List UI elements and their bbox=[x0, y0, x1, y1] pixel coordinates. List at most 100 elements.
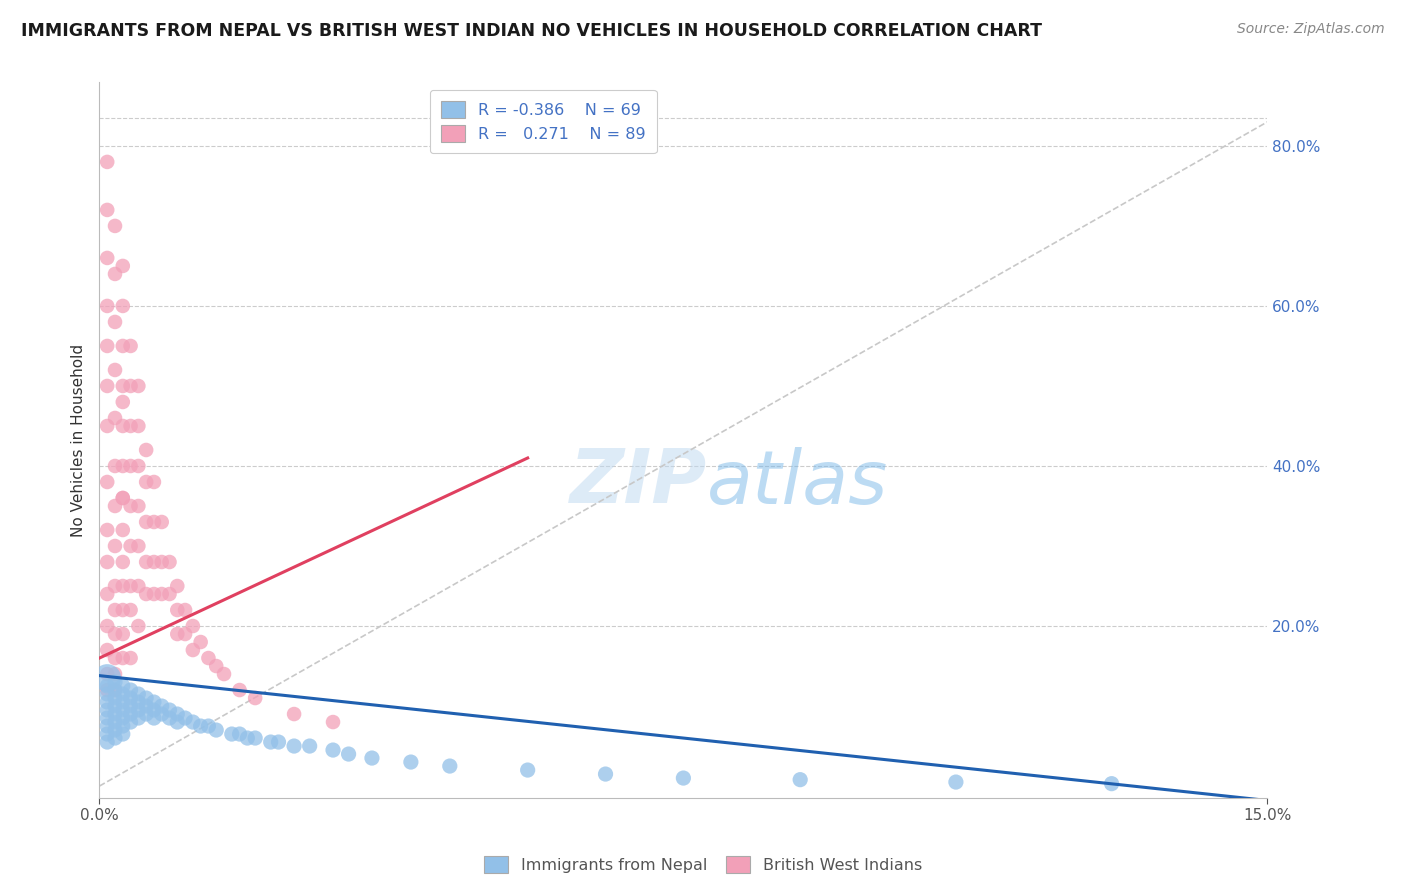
Point bbox=[111, 299, 134, 313]
Point bbox=[104, 667, 127, 681]
Point bbox=[205, 723, 228, 737]
Point bbox=[166, 627, 188, 641]
Point bbox=[111, 458, 134, 473]
Point bbox=[150, 699, 173, 714]
Point bbox=[104, 651, 127, 665]
Point bbox=[104, 683, 127, 698]
Point bbox=[166, 603, 188, 617]
Point bbox=[104, 706, 127, 721]
Point bbox=[96, 727, 118, 741]
Point bbox=[174, 627, 197, 641]
Point bbox=[135, 442, 157, 457]
Point bbox=[260, 735, 283, 749]
Point bbox=[159, 703, 181, 717]
Point bbox=[166, 706, 188, 721]
Point bbox=[322, 714, 344, 729]
Point bbox=[120, 603, 142, 617]
Point bbox=[104, 699, 127, 714]
Point bbox=[135, 475, 157, 489]
Point bbox=[104, 315, 127, 329]
Point bbox=[104, 603, 127, 617]
Point bbox=[111, 395, 134, 409]
Point bbox=[228, 683, 250, 698]
Point bbox=[120, 499, 142, 513]
Point bbox=[96, 299, 118, 313]
Point bbox=[104, 499, 127, 513]
Point bbox=[135, 587, 157, 601]
Point bbox=[96, 735, 118, 749]
Text: atlas: atlas bbox=[707, 447, 889, 519]
Point bbox=[516, 763, 538, 777]
Text: ZIP: ZIP bbox=[569, 447, 707, 519]
Point bbox=[174, 603, 197, 617]
Point bbox=[142, 695, 165, 709]
Point bbox=[159, 555, 181, 569]
Point bbox=[127, 539, 149, 553]
Point bbox=[111, 491, 134, 505]
Point bbox=[111, 679, 134, 693]
Point bbox=[111, 627, 134, 641]
Point bbox=[127, 419, 149, 434]
Point bbox=[120, 419, 142, 434]
Point bbox=[111, 711, 134, 725]
Point bbox=[104, 723, 127, 737]
Point bbox=[96, 339, 118, 353]
Point bbox=[190, 719, 212, 733]
Point bbox=[127, 687, 149, 701]
Point bbox=[96, 523, 118, 537]
Point bbox=[111, 419, 134, 434]
Point bbox=[120, 714, 142, 729]
Point bbox=[197, 651, 219, 665]
Point bbox=[135, 691, 157, 706]
Point bbox=[96, 719, 118, 733]
Point bbox=[120, 379, 142, 393]
Point bbox=[174, 711, 197, 725]
Point bbox=[595, 767, 617, 781]
Point bbox=[96, 419, 118, 434]
Point bbox=[337, 747, 360, 761]
Point bbox=[672, 771, 695, 785]
Point bbox=[120, 458, 142, 473]
Legend: Immigrants from Nepal, British West Indians: Immigrants from Nepal, British West Indi… bbox=[478, 849, 928, 880]
Point bbox=[142, 711, 165, 725]
Point bbox=[205, 659, 228, 673]
Point bbox=[150, 555, 173, 569]
Point bbox=[142, 703, 165, 717]
Point bbox=[111, 603, 134, 617]
Point bbox=[96, 683, 118, 698]
Point bbox=[120, 651, 142, 665]
Point bbox=[127, 703, 149, 717]
Point bbox=[104, 579, 127, 593]
Point bbox=[181, 619, 204, 633]
Point bbox=[104, 627, 127, 641]
Point bbox=[221, 727, 243, 741]
Point bbox=[399, 755, 422, 769]
Point bbox=[104, 683, 127, 698]
Point bbox=[243, 731, 266, 745]
Point bbox=[135, 555, 157, 569]
Point bbox=[159, 711, 181, 725]
Legend: R = -0.386    N = 69, R =   0.271    N = 89: R = -0.386 N = 69, R = 0.271 N = 89 bbox=[430, 90, 657, 153]
Point bbox=[120, 691, 142, 706]
Point bbox=[142, 587, 165, 601]
Point bbox=[243, 691, 266, 706]
Text: IMMIGRANTS FROM NEPAL VS BRITISH WEST INDIAN NO VEHICLES IN HOUSEHOLD CORRELATIO: IMMIGRANTS FROM NEPAL VS BRITISH WEST IN… bbox=[21, 22, 1042, 40]
Point bbox=[104, 411, 127, 425]
Point bbox=[142, 475, 165, 489]
Point bbox=[104, 267, 127, 281]
Point bbox=[135, 515, 157, 529]
Point bbox=[127, 579, 149, 593]
Point bbox=[104, 539, 127, 553]
Point bbox=[181, 643, 204, 657]
Point bbox=[96, 671, 118, 685]
Point bbox=[111, 651, 134, 665]
Point bbox=[142, 515, 165, 529]
Point bbox=[236, 731, 259, 745]
Point bbox=[111, 695, 134, 709]
Point bbox=[120, 706, 142, 721]
Point bbox=[96, 619, 118, 633]
Point bbox=[789, 772, 811, 787]
Point bbox=[197, 719, 219, 733]
Point bbox=[120, 683, 142, 698]
Point bbox=[111, 491, 134, 505]
